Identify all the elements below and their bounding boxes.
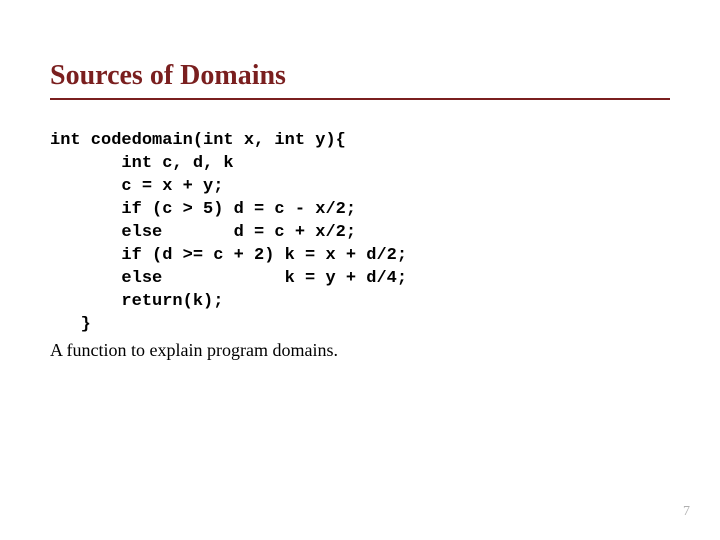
slide-title: Sources of Domains <box>50 60 670 100</box>
page-number: 7 <box>683 504 690 520</box>
slide-container: Sources of Domains int codedomain(int x,… <box>0 0 720 540</box>
caption-text: A function to explain program domains. <box>50 340 670 361</box>
code-block: int codedomain(int x, int y){ int c, d, … <box>50 130 670 336</box>
